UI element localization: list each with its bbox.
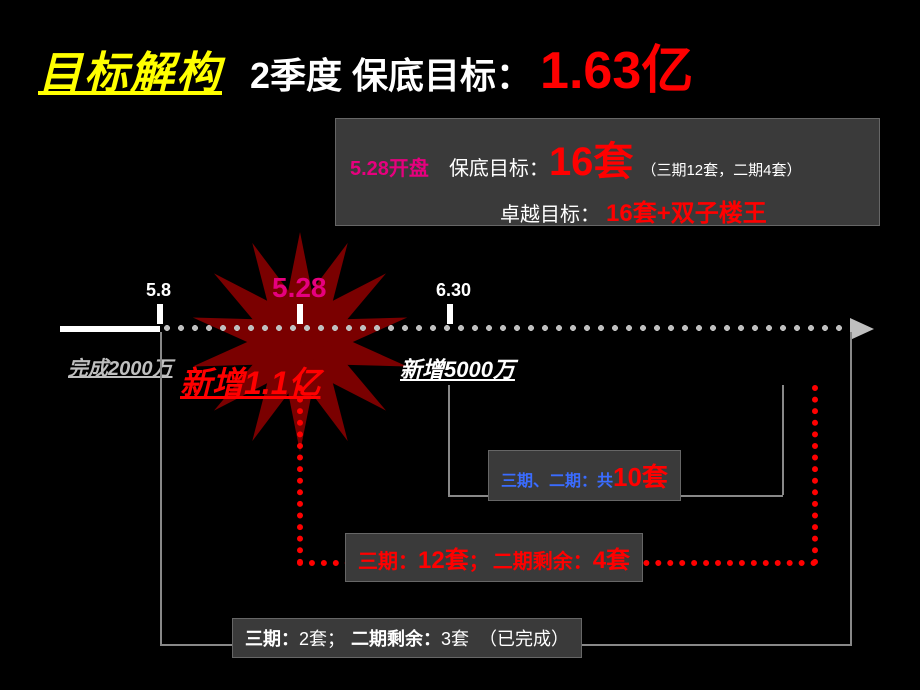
timeline-tick [447,304,453,324]
newadd-white-label: 新增5000万 [400,352,515,384]
box-bottom-p1b: 2套 [299,625,327,651]
target-box-line1: 5.28开盘 保底目标： 16套 （三期12套，二期4套） [350,129,865,187]
box-red-p2b: 4套 [593,540,630,575]
baodi-label: 保底目标： [449,152,549,181]
bracket-gray-left [160,332,162,644]
bracket-red-left [297,385,303,565]
box-bottom-p2b: 3套 [441,625,469,651]
baodi-note: （三期12套，二期4套） [641,159,801,180]
box-red-p2a: 二期剩余： [493,545,593,574]
box-red-sep: ； [469,545,489,574]
box-red-p1a: 三期： [358,545,418,574]
timeline-solid [60,326,160,332]
opening-date: 5.28开盘 [350,152,429,181]
timeline: 5.85.286.30 [60,318,860,338]
bracket-inner-right [782,385,784,495]
zhuoyue-label: 卓越目标： [500,198,600,227]
bracket-red-right [812,385,818,565]
timeline-tick-label: 5.8 [146,280,171,301]
timeline-tick [297,304,303,324]
box-bottom-p1a: 三期： [245,625,299,651]
box-bottom-sep: ； [327,625,345,651]
timeline-tick-label: 6.30 [436,280,471,301]
box-blue: 三期、二期：共 10套 [488,450,681,501]
baodi-value: 16套 [549,129,634,187]
bracket-inner-left [448,385,450,495]
box-bottom-done: （已完成） [479,625,569,651]
box-red: 三期： 12套 ； 二期剩余： 4套 [345,533,643,582]
arrow-head-icon [850,318,874,340]
target-box-line2: 卓越目标： 16套+双子楼王 [350,193,865,228]
box-bottom: 三期： 2套 ； 二期剩余： 3套 （已完成） [232,618,582,658]
slide-canvas: 目标解构 2季度 保底目标： 1.63亿 5.28开盘 保底目标： 16套 （三… [0,0,920,690]
zhuoyue-value: 16套+双子楼王 [606,193,767,228]
timeline-tick [157,304,163,324]
title-mid: 2季度 保底目标： [250,47,532,99]
title-value: 1.63亿 [540,28,693,103]
box-blue-prefix: 三期、二期：共 [501,467,613,491]
timeline-dotted [160,324,850,332]
completed-label: 完成2000万 [68,352,173,381]
title-left: 目标解构 [38,37,222,101]
title-row: 目标解构 2季度 保底目标： 1.63亿 [38,28,898,103]
timeline-tick-label: 5.28 [272,272,327,304]
bracket-gray-right [850,332,852,644]
box-blue-value: 10套 [613,457,668,494]
box-bottom-p2a: 二期剩余： [351,625,441,651]
target-box: 5.28开盘 保底目标： 16套 （三期12套，二期4套） 卓越目标： 16套+… [335,118,880,226]
box-red-p1b: 12套 [418,540,469,575]
